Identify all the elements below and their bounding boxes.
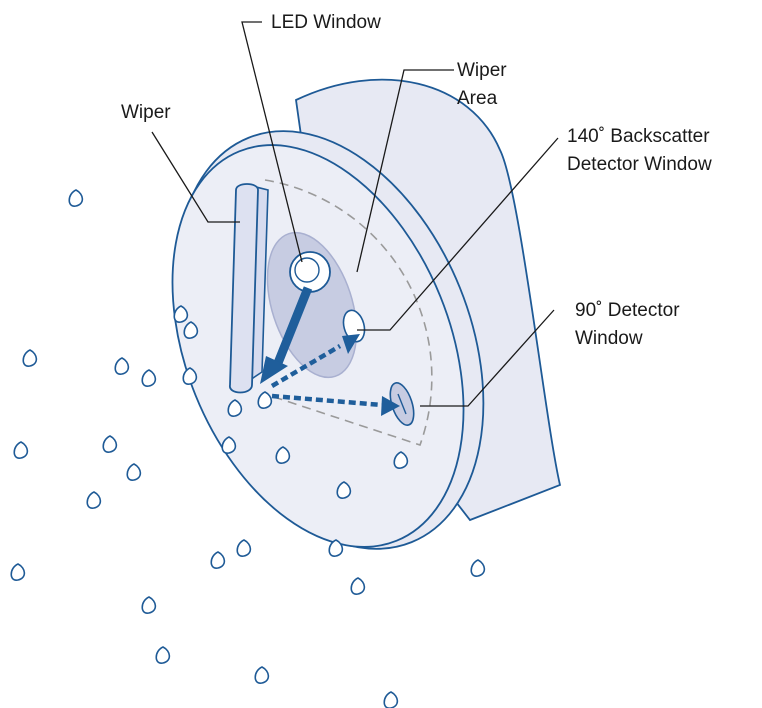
detector-90-label-line2: Window (575, 328, 643, 349)
backscatter-arrow (270, 344, 342, 388)
particle (221, 436, 237, 454)
particle (236, 539, 252, 557)
particle (254, 666, 270, 684)
backscatter-arrowhead (342, 334, 360, 354)
particle (22, 349, 38, 367)
wiper-label: Wiper (121, 102, 171, 123)
particle (114, 357, 130, 375)
wiper-area-label-line1: Wiper (457, 60, 507, 81)
detector-90-window-mark (397, 393, 407, 415)
particle (257, 391, 273, 409)
wiper-leader (151, 131, 240, 223)
backscatter-detector-window (342, 309, 366, 343)
particles (10, 189, 486, 708)
backscatter-label-line2: Detector Window (567, 154, 712, 175)
particle (383, 691, 399, 708)
wiper-blade (229, 183, 259, 394)
particle (182, 367, 198, 385)
led-emission-arrow (271, 286, 313, 370)
led-window-leader (241, 21, 303, 263)
particle (141, 596, 157, 614)
wiper-area-leader (356, 69, 454, 273)
wiper-area-label-line2: Area (457, 88, 498, 109)
particle (13, 441, 29, 459)
particle (210, 551, 226, 569)
particle (155, 646, 171, 664)
particle (10, 563, 26, 581)
particle (336, 481, 352, 499)
led-emission-arrowhead (260, 356, 288, 384)
backscatter-label-line1: 140˚ Backscatter (567, 126, 710, 147)
detector-90-label-line1: 90˚ Detector (575, 300, 680, 321)
particle (68, 189, 84, 207)
particle (183, 321, 199, 339)
particle (126, 463, 142, 481)
particle (275, 446, 291, 464)
side-scatter-arrow (271, 393, 383, 408)
led-window-label: LED Window (271, 12, 381, 33)
led-window-inner (294, 257, 320, 283)
particle (328, 539, 344, 557)
particle (350, 577, 366, 595)
detector-90-leader (420, 309, 555, 407)
side-scatter-arrowhead (381, 396, 400, 416)
particle (86, 491, 102, 509)
particle (470, 559, 486, 577)
particle (173, 305, 189, 323)
particle (227, 399, 243, 417)
backscatter-leader (357, 137, 559, 331)
particle (141, 369, 157, 387)
particle (393, 451, 409, 469)
particle (102, 435, 118, 453)
